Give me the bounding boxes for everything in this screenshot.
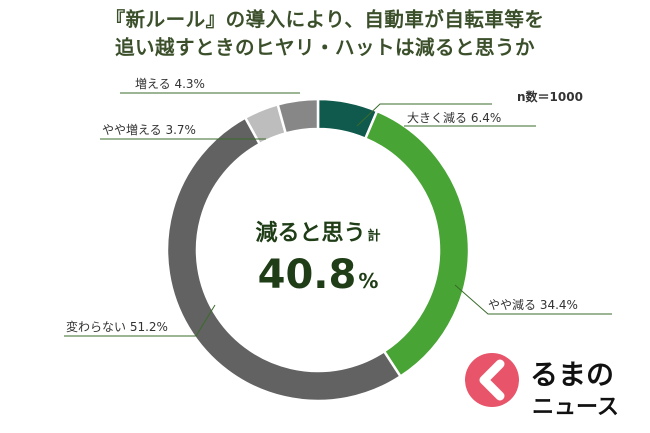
leader-line-yaya-genru [454,284,612,315]
leader-lines [64,92,612,337]
center-unit: % [358,269,378,293]
center-value: 40.8 [258,252,357,298]
slice-label-kawaranai: 変わらない 51.2% [66,319,168,334]
center-total: 40.8% [258,252,379,298]
logo-circle-icon [465,353,519,407]
donut-slice-2 [165,115,403,403]
slice-label-dai: 大きく減る 6.4% [407,110,501,125]
logo-chevron-icon [479,359,505,401]
kuruma-news-logo: るまの ニュース [465,353,619,420]
slice-label-fueru: 増える 4.3% [135,77,205,91]
title-line-1: 『新ルール』の導入により、自動車が自転車等を [105,8,545,31]
leader-line-sample [356,103,492,127]
chart-title: 『新ルール』の導入により、自動車が自転車等を 追い越すときのヒヤリ・ハットは減る… [0,6,650,62]
logo-text-line2: ニュース [532,395,619,420]
donut-slice-4 [276,97,320,135]
slice-label-yaya-genru: やや減る 34.4% [488,297,578,312]
slice-label-yaya-fueru: やや増える 3.7% [102,123,196,137]
title-line-2: 追い越すときのヒヤリ・ハットは減ると思うか [114,36,535,59]
donut-slice-1 [363,109,471,379]
leader-line-kawaranai [64,304,216,337]
sample-size-label: n数＝1000 [517,89,583,104]
center-suffix: 計 [368,228,381,244]
center-caption: 減ると思う計 [255,221,380,246]
logo-text-line1: るまの [530,358,614,391]
donut-slices [165,97,471,403]
center-main-text: 減ると思う [255,221,365,246]
